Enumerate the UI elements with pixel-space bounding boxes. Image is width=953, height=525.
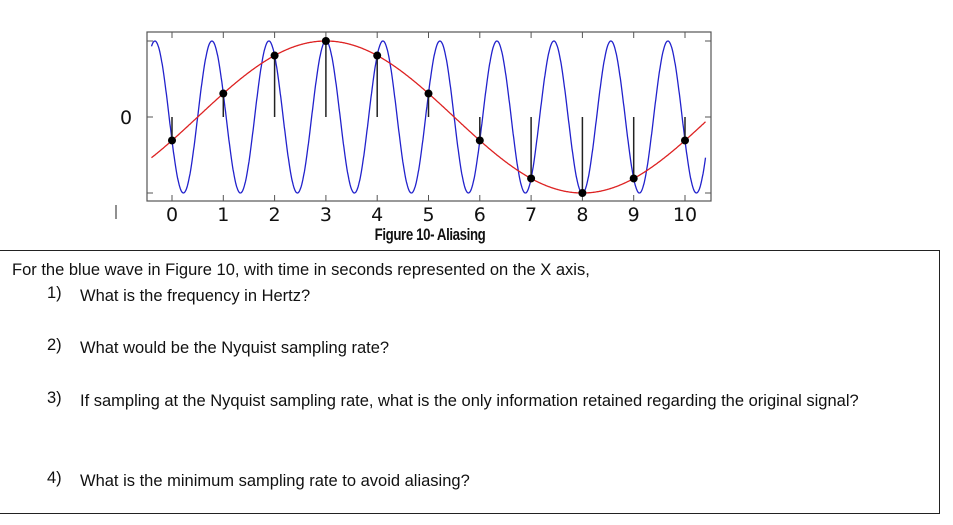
sample-point — [475, 136, 484, 145]
question-number: 4) — [47, 469, 62, 487]
question-2: 2) What would be the Nyquist sampling rat… — [47, 336, 930, 361]
sample-point — [270, 51, 279, 60]
x-tick-label: 6 — [474, 204, 486, 226]
sample-point — [629, 174, 638, 183]
question-number: 1) — [47, 284, 62, 302]
y-tick-label-0: 0 — [120, 107, 132, 129]
x-tick-label: 3 — [320, 204, 332, 226]
question-number: 3) — [47, 389, 62, 407]
sample-point — [578, 189, 587, 197]
x-tick-label: 10 — [673, 204, 697, 226]
sample-point — [681, 136, 689, 145]
question-text: What is the minimum sampling rate to avo… — [80, 472, 470, 490]
sample-point — [168, 136, 176, 145]
question-text: What would be the Nyquist sampling rate? — [80, 339, 390, 357]
x-tick-label: 1 — [217, 204, 229, 226]
question-1: 1) What is the frequency in Hertz? — [47, 284, 930, 309]
x-tick-label: 5 — [422, 204, 434, 226]
x-tick-label: 2 — [269, 204, 281, 226]
x-tick-label: 7 — [525, 204, 537, 226]
x-tick-label: 0 — [166, 204, 178, 226]
figure-caption: Figure 10- Aliasing — [374, 225, 486, 244]
x-tick-label: 9 — [628, 204, 640, 226]
sample-point — [219, 89, 228, 98]
sample-point — [527, 174, 536, 183]
x-tick-label: 4 — [371, 204, 383, 226]
question-text: What is the frequency in Hertz? — [80, 287, 311, 305]
question-intro: For the blue wave in Figure 10, with tim… — [12, 261, 590, 279]
sample-point — [373, 51, 382, 60]
aliasing-chart: 0 0 1 2 3 4 5 6 7 8 9 10 — [115, 31, 712, 226]
question-3: 3) If sampling at the Nyquist sampling ra… — [47, 389, 930, 414]
question-text: If sampling at the Nyquist sampling rate… — [80, 392, 859, 410]
question-number: 2) — [47, 336, 62, 354]
x-tick-label: 8 — [576, 204, 588, 226]
question-box: For the blue wave in Figure 10, with tim… — [0, 250, 940, 514]
sample-point — [424, 89, 433, 98]
question-4: 4) What is the minimum sampling rate to a… — [47, 469, 930, 494]
sample-point — [321, 37, 330, 45]
